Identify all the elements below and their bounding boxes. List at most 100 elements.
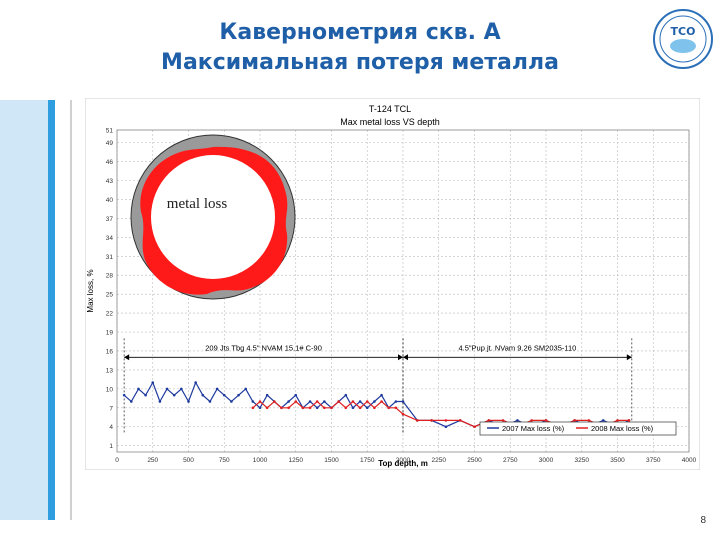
- series-point-1: [487, 419, 491, 422]
- x-tick-label: 2250: [432, 457, 447, 464]
- inset-label: metal loss: [167, 196, 228, 212]
- series-point-1: [387, 406, 391, 410]
- series-line-1: [252, 400, 629, 428]
- series-point-0: [601, 419, 605, 422]
- series: [122, 381, 631, 429]
- chart: T-124 TCL Max metal loss VS depth 147101…: [85, 98, 700, 470]
- x-tick-label: 250: [147, 457, 158, 464]
- series-point-1: [616, 419, 619, 422]
- series-point-0: [158, 400, 162, 403]
- x-tick-label: 3250: [575, 457, 590, 464]
- y-tick-label: 46: [106, 159, 114, 166]
- series-point-0: [201, 393, 205, 397]
- y-tick-label: 13: [106, 367, 114, 374]
- side-panel: [0, 100, 52, 520]
- series-point-0: [165, 387, 169, 391]
- series-point-0: [344, 393, 348, 397]
- series-point-0: [516, 419, 519, 422]
- series-point-1: [394, 406, 398, 410]
- y-tick-label: 37: [106, 216, 114, 223]
- series-point-1: [627, 419, 631, 422]
- series-point-0: [215, 387, 219, 391]
- annotation-label: 209 Jts Tbg 4.5" NVAM 15.1# C-90: [205, 343, 322, 352]
- series-point-0: [144, 393, 147, 397]
- y-tick-label: 16: [106, 348, 114, 355]
- series-point-0: [358, 400, 362, 403]
- series-point-0: [180, 387, 183, 391]
- y-tick-label: 25: [106, 292, 114, 299]
- series-point-1: [265, 406, 269, 410]
- slide-title-line2: Максимальная потеря металла: [161, 50, 559, 75]
- series-point-0: [258, 406, 262, 410]
- series-point-0: [237, 393, 240, 397]
- chart-title-line2: Max metal loss VS depth: [340, 117, 440, 127]
- page-number: 8: [700, 515, 706, 526]
- series-point-1: [380, 400, 383, 403]
- series-point-1: [323, 406, 326, 410]
- annotations: 209 Jts Tbg 4.5" NVAM 15.1# C-90 4.5"Pup …: [123, 338, 633, 434]
- series-point-0: [365, 406, 369, 410]
- series-point-0: [130, 400, 133, 403]
- series-point-0: [151, 381, 155, 384]
- y-tick-label: 34: [106, 235, 114, 242]
- y-tick-label: 51: [106, 128, 114, 135]
- series-point-0: [394, 400, 398, 403]
- series-point-1: [273, 400, 276, 403]
- series-point-1: [344, 406, 348, 410]
- series-point-1: [287, 406, 290, 410]
- series-point-1: [365, 400, 369, 403]
- series-point-0: [287, 400, 290, 403]
- series-point-1: [358, 406, 362, 410]
- y-tick-label: 10: [106, 386, 114, 393]
- y-tick-label: 22: [106, 311, 114, 318]
- series-point-1: [444, 419, 448, 422]
- x-tick-label: 1750: [360, 457, 375, 464]
- series-point-0: [294, 393, 298, 397]
- company-logo-icon: ТСО: [653, 9, 713, 69]
- series-point-0: [444, 425, 448, 429]
- accent-stripe: [48, 100, 55, 520]
- series-point-1: [587, 419, 591, 422]
- legend-label-2007: 2007 Max loss (%): [502, 424, 565, 433]
- series-point-1: [251, 406, 255, 410]
- annotation-arrowhead: [403, 354, 408, 361]
- series-point-1: [458, 419, 462, 422]
- annotation-arrowhead: [398, 354, 403, 361]
- series-point-0: [187, 400, 190, 403]
- annotation-arrowhead: [626, 354, 632, 361]
- x-tick-label: 3750: [646, 457, 661, 464]
- legend-label-2008: 2008 Max loss (%): [591, 424, 654, 433]
- series-point-1: [401, 412, 405, 416]
- series-point-1: [258, 400, 262, 403]
- series-point-1: [501, 419, 505, 422]
- series-point-0: [373, 400, 376, 403]
- x-tick-label: 2750: [503, 457, 518, 464]
- series-point-1: [280, 406, 283, 410]
- x-tick-label: 1250: [289, 457, 304, 464]
- series-point-0: [222, 393, 226, 397]
- y-tick-label: 49: [106, 140, 114, 147]
- series-point-1: [530, 419, 533, 422]
- series-point-1: [351, 400, 355, 403]
- slide-title: Кавернометрия скв. А Максимальная потеря…: [120, 18, 600, 78]
- plot-area: [116, 129, 690, 453]
- series-point-0: [323, 400, 326, 403]
- series-point-0: [351, 406, 355, 410]
- series-point-1: [337, 400, 340, 403]
- series-point-1: [416, 419, 419, 422]
- series-point-1: [544, 419, 548, 422]
- divider-line: [70, 100, 72, 520]
- series-point-1: [294, 400, 298, 403]
- x-tick-label: 1000: [253, 457, 268, 464]
- legend: 2007 Max loss (%) 2008 Max loss (%): [479, 421, 677, 436]
- series-point-0: [137, 387, 140, 391]
- series-point-0: [172, 393, 176, 397]
- x-tick-label: 2000: [396, 457, 411, 464]
- annotation-arrowhead: [124, 354, 130, 361]
- series-point-0: [194, 381, 197, 384]
- y-tick-label: 31: [106, 254, 114, 261]
- y-tick-label: 40: [106, 197, 114, 204]
- y-axis-label: Max loss, %: [86, 269, 95, 312]
- y-tick-label: 43: [106, 178, 114, 185]
- series-point-0: [265, 393, 269, 397]
